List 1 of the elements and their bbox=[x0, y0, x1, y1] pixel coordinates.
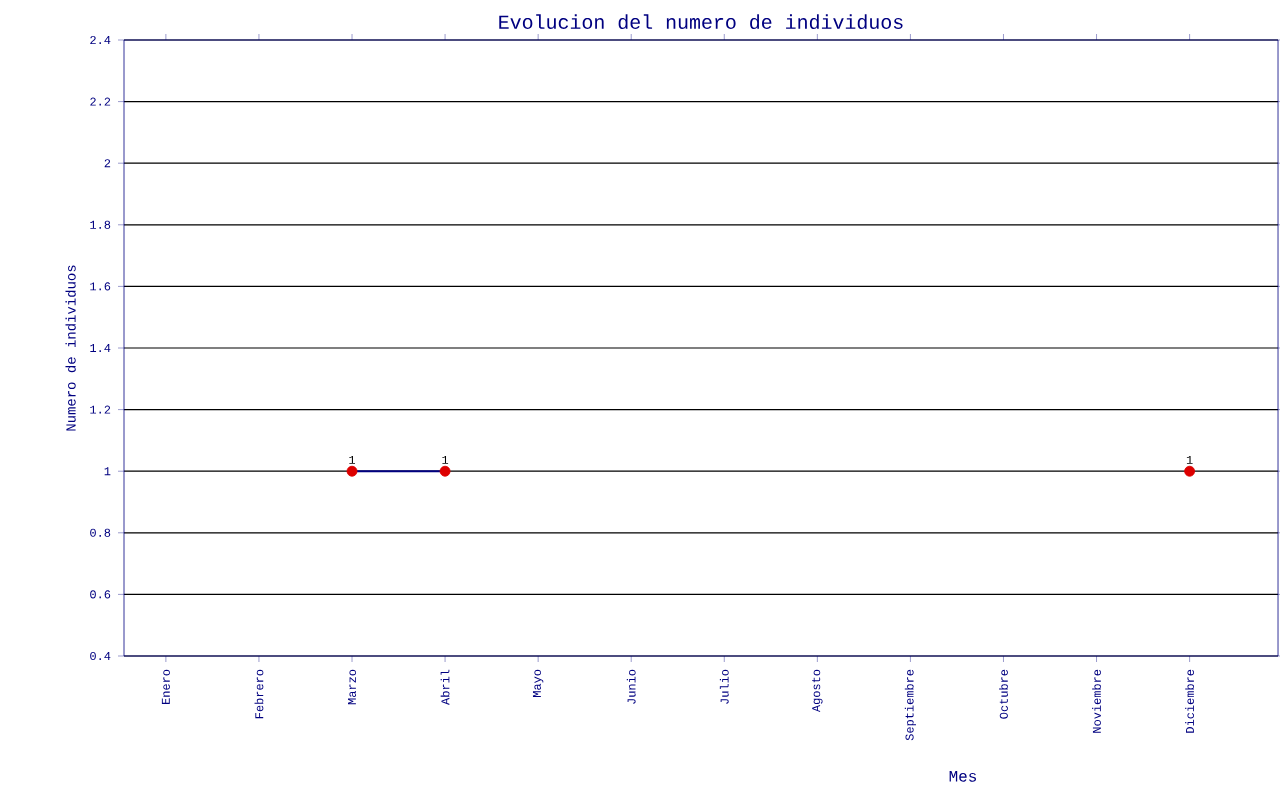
chart-title: Evolucion del numero de individuos bbox=[499, 14, 903, 29]
